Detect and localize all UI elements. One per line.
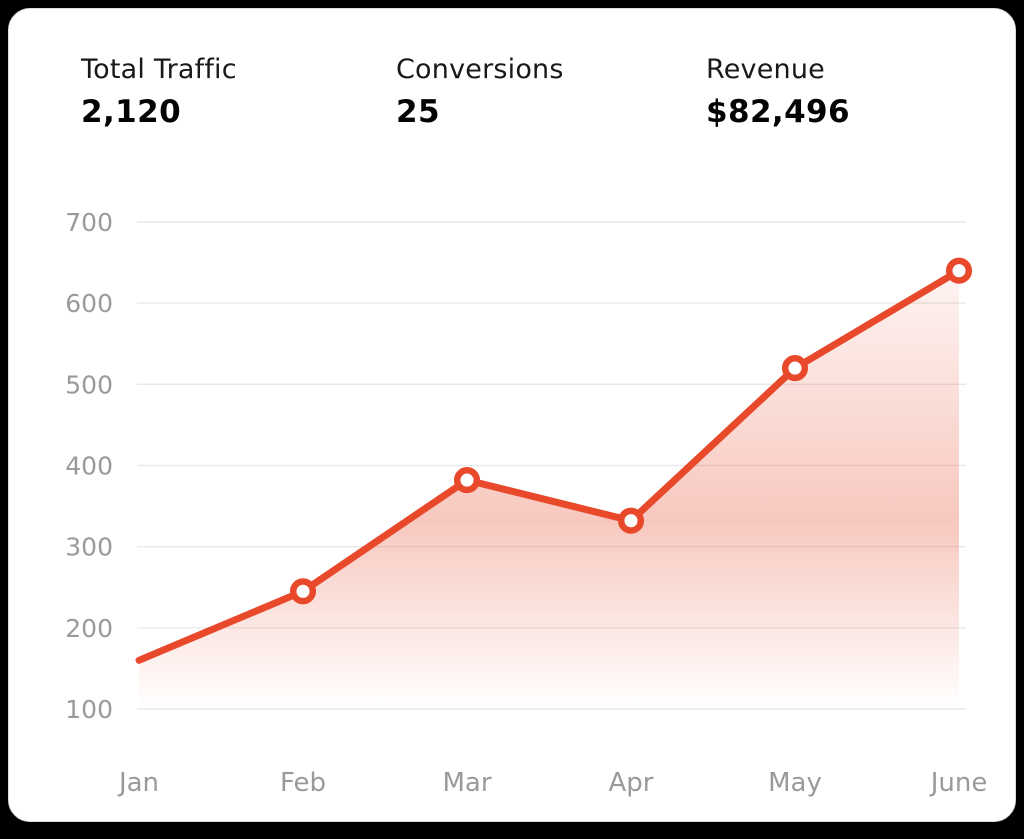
x-tick-label-feb: Feb <box>280 768 326 798</box>
y-tick-label-700: 700 <box>65 208 113 237</box>
stat-label-total-traffic: Total Traffic <box>81 53 396 87</box>
x-tick-label-apr: Apr <box>609 768 654 798</box>
data-point-may <box>785 358 805 378</box>
data-point-feb <box>293 582 313 602</box>
stat-revenue: Revenue $82,496 <box>706 53 850 130</box>
stat-total-traffic: Total Traffic 2,120 <box>81 53 396 130</box>
stat-conversions: Conversions 25 <box>396 53 706 130</box>
y-tick-label-600: 600 <box>65 289 113 318</box>
y-tick-label-500: 500 <box>65 370 113 399</box>
data-point-mar <box>457 470 477 490</box>
stat-label-conversions: Conversions <box>396 53 706 87</box>
x-tick-label-mar: Mar <box>442 768 491 798</box>
x-tick-label-june: June <box>929 768 988 798</box>
area-fill <box>139 271 959 709</box>
data-point-apr <box>621 511 641 531</box>
data-point-june <box>949 261 969 281</box>
y-tick-label-400: 400 <box>65 452 113 481</box>
stats-row: Total Traffic 2,120 Conversions 25 Reven… <box>81 53 850 130</box>
y-tick-label-200: 200 <box>65 614 113 643</box>
stat-value-conversions: 25 <box>396 94 706 130</box>
y-tick-label-300: 300 <box>65 533 113 562</box>
x-tick-label-jan: Jan <box>117 768 159 798</box>
analytics-card: 100 200 300 400 500 600 700 Jan Feb Mar Apr May June… <box>8 8 1016 822</box>
stat-label-revenue: Revenue <box>706 53 850 87</box>
traffic-chart-svg: 100 200 300 400 500 600 700 Jan Feb Mar Apr May June <box>9 9 1024 839</box>
stat-value-revenue: $82,496 <box>706 94 850 130</box>
y-tick-label-100: 100 <box>65 695 113 724</box>
x-tick-label-may: May <box>768 768 822 798</box>
stat-value-total-traffic: 2,120 <box>81 94 396 130</box>
